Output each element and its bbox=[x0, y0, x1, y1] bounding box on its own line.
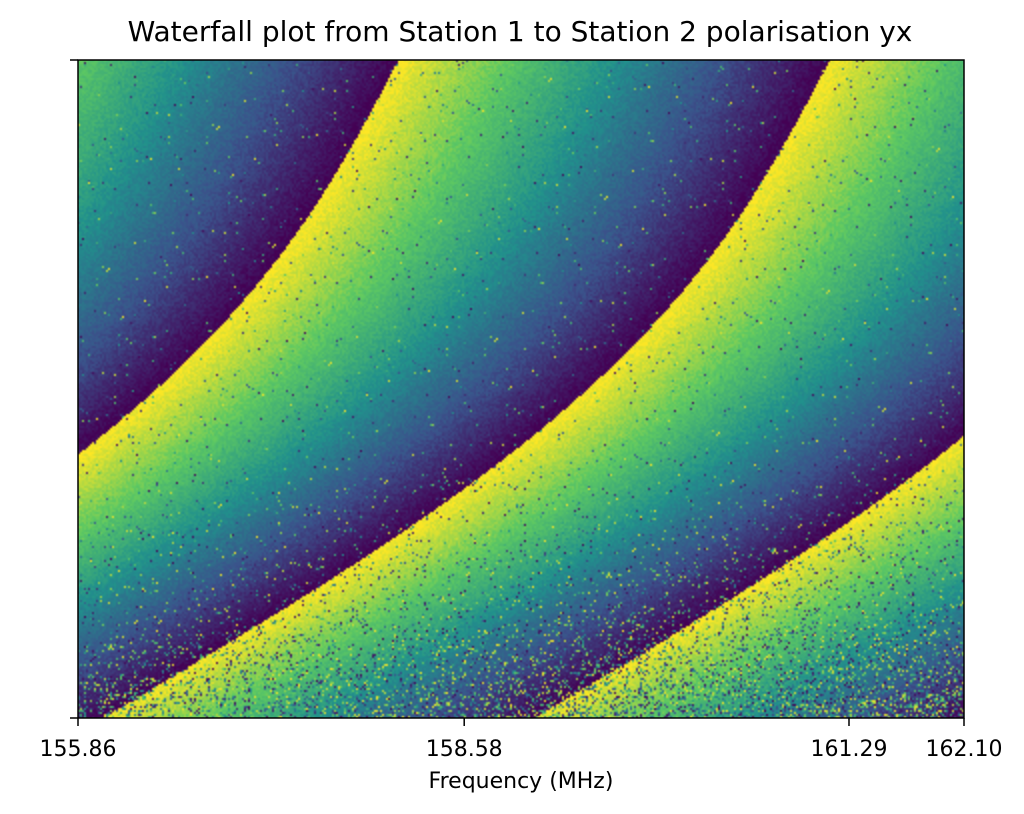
x-axis-label: Frequency (MHz) bbox=[428, 769, 614, 794]
x-tick-label: 162.10 bbox=[926, 737, 1003, 762]
x-tick-label: 155.86 bbox=[40, 737, 117, 762]
x-tick-label: 158.58 bbox=[426, 737, 503, 762]
chart-title: Waterfall plot from Station 1 to Station… bbox=[127, 15, 913, 48]
plot-frame bbox=[77, 59, 965, 719]
x-axis-ticks: 155.86 158.58 161.29 162.10 bbox=[40, 718, 1003, 762]
heatmap-image bbox=[78, 60, 964, 718]
x-tick-label: 161.29 bbox=[810, 737, 887, 762]
